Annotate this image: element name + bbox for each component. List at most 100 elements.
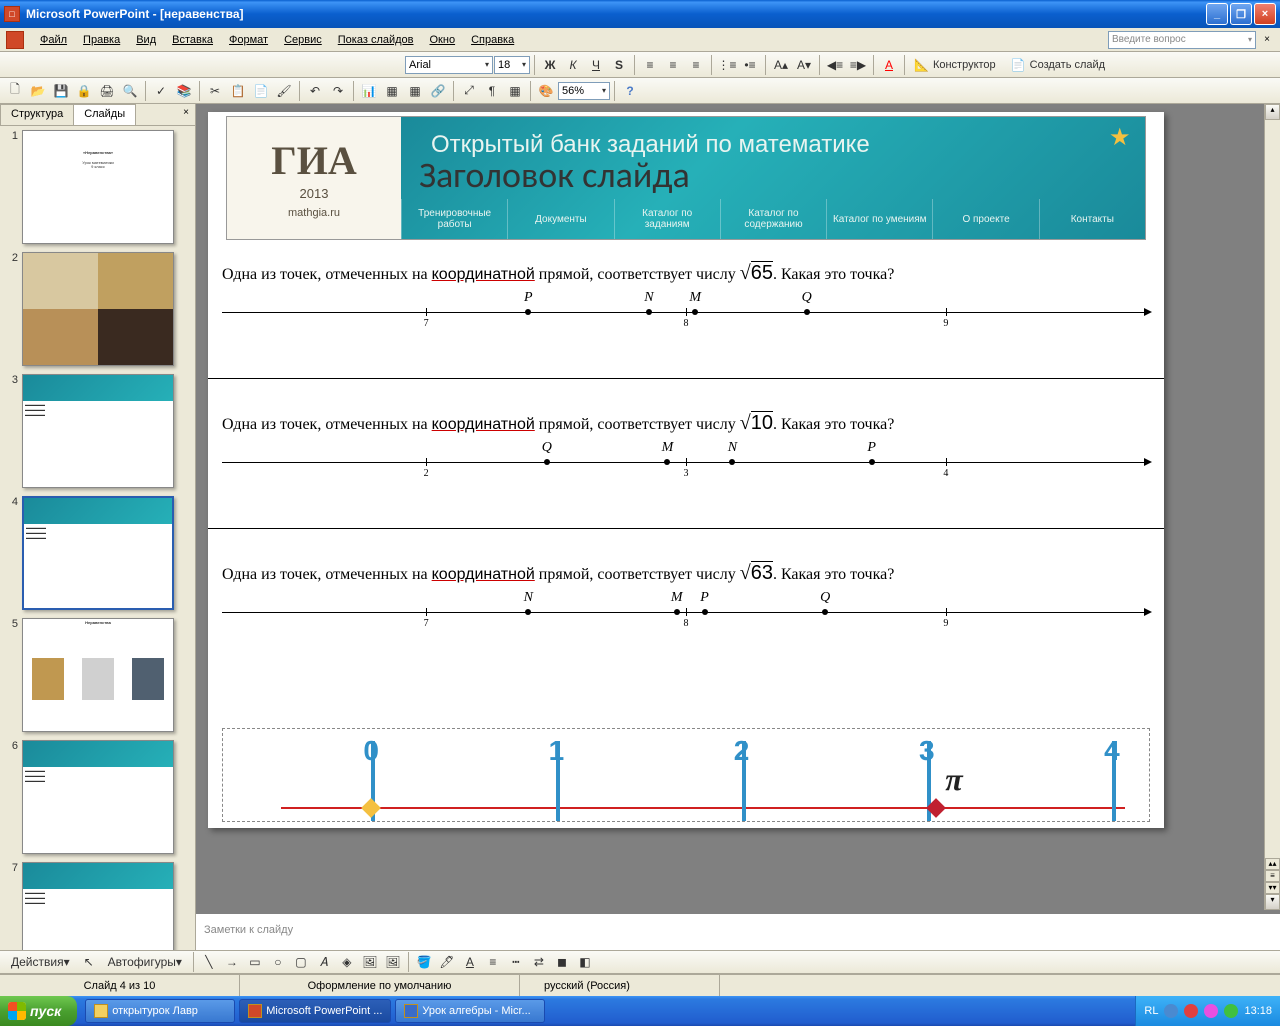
table-button[interactable]: ▦ (381, 80, 403, 102)
banner-nav-item[interactable]: Каталог по содержанию (720, 199, 826, 239)
increase-indent-button[interactable]: ≡▶ (847, 54, 869, 76)
hyperlink-button[interactable]: 🔗 (427, 80, 449, 102)
slide-thumbnail-7[interactable]: ▬▬▬▬▬▬▬▬▬▬▬▬▬▬▬ (22, 862, 174, 950)
menu-вид[interactable]: Вид (128, 32, 164, 48)
undo-button[interactable]: ↶ (304, 80, 326, 102)
tab-outline[interactable]: Структура (0, 104, 74, 125)
dash-style-button[interactable]: ┅ (505, 951, 527, 973)
prev-slide-button[interactable]: ▴▴ (1265, 858, 1280, 870)
tables-borders-button[interactable]: ▦ (404, 80, 426, 102)
numbering-button[interactable]: ⋮≡ (716, 54, 738, 76)
underline-button[interactable]: Ч (585, 54, 607, 76)
status-language[interactable]: русский (Россия) (520, 975, 720, 996)
menu-формат[interactable]: Формат (221, 32, 276, 48)
permission-button[interactable]: 🔒 (73, 80, 95, 102)
slide-canvas[interactable]: ГИА2013mathgia.ru★Открытый банк заданий … (196, 104, 1280, 910)
doc-icon[interactable] (6, 31, 24, 49)
paste-button[interactable]: 📄 (250, 80, 272, 102)
taskbar-button[interactable]: Microsoft PowerPoint ... (239, 999, 391, 1023)
new-slide-button[interactable]: 📄Создать слайд (1006, 54, 1114, 76)
open-button[interactable]: 📂 (27, 80, 49, 102)
slide-nav-button[interactable]: ≡ (1265, 870, 1280, 882)
select-button[interactable]: ↖ (78, 951, 100, 973)
slide-thumbnail-6[interactable]: ▬▬▬▬▬▬▬▬▬▬▬▬▬▬▬ (22, 740, 174, 854)
menu-справка[interactable]: Справка (463, 32, 522, 48)
diagram-button[interactable]: ◈ (336, 951, 358, 973)
bottom-number-line[interactable]: 01234π (222, 728, 1150, 822)
format-painter-button[interactable]: 🖌 (273, 80, 295, 102)
color-button[interactable]: 🎨 (535, 80, 557, 102)
banner-nav-item[interactable]: Каталог по умениям (826, 199, 932, 239)
research-button[interactable]: 📚 (173, 80, 195, 102)
font-size-selector[interactable]: 18 (494, 56, 530, 74)
menu-окно[interactable]: Окно (422, 32, 464, 48)
slide-designer-button[interactable]: 📐Конструктор (909, 54, 1005, 76)
new-button[interactable]: 🗋 (4, 80, 26, 102)
system-tray[interactable]: RL 13:18 (1135, 996, 1280, 1026)
tray-icon[interactable] (1164, 1004, 1178, 1018)
taskbar-button[interactable]: открытурок Лавр (85, 999, 235, 1023)
bold-button[interactable]: Ж (539, 54, 561, 76)
preview-button[interactable]: 🔍 (119, 80, 141, 102)
italic-button[interactable]: К (562, 54, 584, 76)
copy-button[interactable]: 📋 (227, 80, 249, 102)
slide-thumbnail-5[interactable]: Неравенства (22, 618, 174, 732)
banner-nav-item[interactable]: Контакты (1039, 199, 1145, 239)
tray-clock[interactable]: 13:18 (1244, 1005, 1272, 1017)
grid-button[interactable]: ▦ (504, 80, 526, 102)
menu-файл[interactable]: Файл (32, 32, 75, 48)
scroll-up-button[interactable]: ▴ (1265, 104, 1280, 120)
align-left-button[interactable]: ≡ (639, 54, 661, 76)
zoom-selector[interactable]: 56% (558, 82, 610, 100)
close-button[interactable]: × (1254, 3, 1276, 25)
decrease-font-button[interactable]: A▾ (793, 54, 815, 76)
cut-button[interactable]: ✂ (204, 80, 226, 102)
banner-nav-item[interactable]: Тренировочные работы (401, 199, 507, 239)
menu-сервис[interactable]: Сервис (276, 32, 330, 48)
save-button[interactable]: 💾 (50, 80, 72, 102)
menu-правка[interactable]: Правка (75, 32, 128, 48)
arrow-style-button[interactable]: ⇄ (528, 951, 550, 973)
fill-color-button[interactable]: 🪣 (413, 951, 435, 973)
decrease-indent-button[interactable]: ◀≡ (824, 54, 846, 76)
notes-pane[interactable]: Заметки к слайду (196, 910, 1280, 950)
tray-icon[interactable] (1224, 1004, 1238, 1018)
restore-button[interactable]: ❐ (1230, 3, 1252, 25)
align-right-button[interactable]: ≡ (685, 54, 707, 76)
line-style-button[interactable]: ≡ (482, 951, 504, 973)
next-slide-button[interactable]: ▾▾ (1265, 882, 1280, 894)
clipart-button[interactable]: 🖼 (359, 951, 381, 973)
tray-icon[interactable] (1184, 1004, 1198, 1018)
shadow-style-button[interactable]: ◼ (551, 951, 573, 973)
line-color-button[interactable]: 🖊 (436, 951, 458, 973)
textbox-button[interactable]: ▢ (290, 951, 312, 973)
arrow-button[interactable]: → (221, 951, 243, 973)
banner-nav-item[interactable]: Документы (507, 199, 613, 239)
bullets-button[interactable]: •≡ (739, 54, 761, 76)
oval-button[interactable]: ○ (267, 951, 289, 973)
slide-thumbnail-4[interactable]: ▬▬▬▬▬▬▬▬▬▬▬▬▬▬▬ (22, 496, 174, 610)
banner-nav-item[interactable]: Каталог по заданиям (614, 199, 720, 239)
help-button[interactable]: ? (619, 80, 641, 102)
print-button[interactable]: 🖨 (96, 80, 118, 102)
spellcheck-button[interactable]: ✓ (150, 80, 172, 102)
minimize-button[interactable]: _ (1206, 3, 1228, 25)
vertical-scrollbar[interactable]: ▴ ▴▴ ≡ ▾▾ ▾ (1264, 104, 1280, 910)
close-pane-button[interactable]: × (177, 104, 195, 125)
taskbar-button[interactable]: Урок алгебры - Micr... (395, 999, 545, 1023)
font-color-button-2[interactable]: A (459, 951, 481, 973)
font-color-button[interactable]: A (878, 54, 900, 76)
ask-question-box[interactable]: Введите вопрос▾ (1108, 31, 1256, 49)
line-button[interactable]: ╲ (198, 951, 220, 973)
menu-вставка[interactable]: Вставка (164, 32, 221, 48)
autoshapes-menu[interactable]: Автофигуры ▾ (101, 951, 189, 973)
chart-button[interactable]: 📊 (358, 80, 380, 102)
slide-thumbnail-2[interactable] (22, 252, 174, 366)
font-selector[interactable]: Arial (405, 56, 493, 74)
slide-thumbnail-1[interactable]: «Неравенства»Урок математики9 класс (22, 130, 174, 244)
start-button[interactable]: пуск (0, 996, 77, 1026)
banner-nav-item[interactable]: О проекте (932, 199, 1038, 239)
expand-button[interactable]: ⤢ (458, 80, 480, 102)
align-center-button[interactable]: ≡ (662, 54, 684, 76)
tray-lang[interactable]: RL (1144, 1005, 1158, 1017)
